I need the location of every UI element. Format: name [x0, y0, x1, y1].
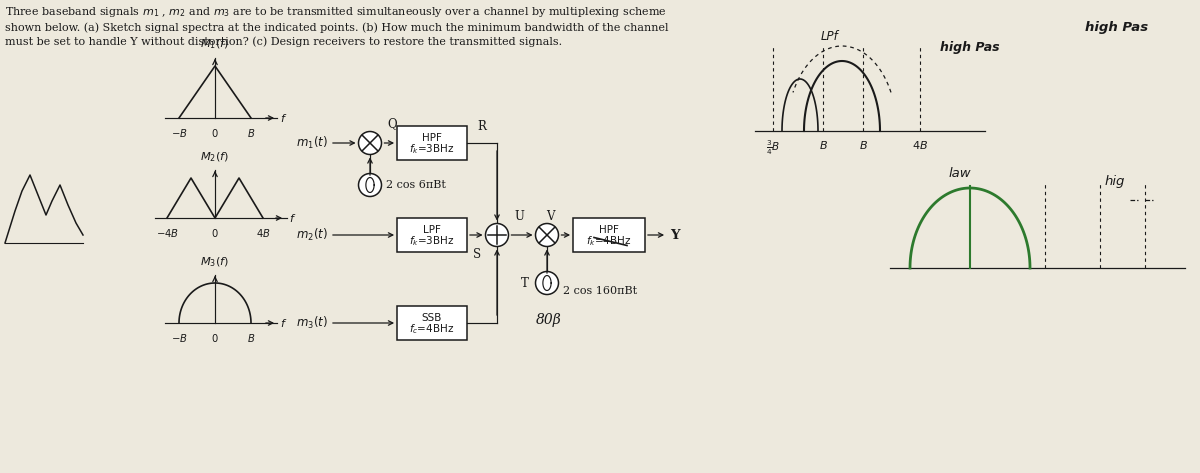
- Text: $4B$: $4B$: [912, 139, 928, 151]
- Text: $m_1(t)$: $m_1(t)$: [296, 135, 328, 151]
- Text: $0$: $0$: [211, 127, 218, 139]
- FancyBboxPatch shape: [397, 218, 467, 252]
- Text: $m_2(t)$: $m_2(t)$: [296, 227, 328, 243]
- Text: $0$: $0$: [211, 332, 218, 344]
- Text: $B$: $B$: [858, 139, 868, 151]
- Text: $-4B$: $-4B$: [156, 227, 179, 239]
- Text: $0$: $0$: [211, 227, 218, 239]
- Text: 2 cos 160πBt: 2 cos 160πBt: [563, 286, 637, 296]
- Text: 80β: 80β: [536, 313, 562, 327]
- Text: $f$: $f$: [280, 317, 287, 329]
- Text: hig: hig: [1105, 175, 1126, 188]
- Circle shape: [535, 224, 558, 246]
- Text: $\frac{3}{4}B$: $\frac{3}{4}B$: [766, 139, 780, 158]
- FancyBboxPatch shape: [574, 218, 646, 252]
- Circle shape: [359, 174, 382, 196]
- Text: $m_3(t)$: $m_3(t)$: [296, 315, 328, 331]
- Circle shape: [486, 224, 509, 246]
- Text: $M_1(f)$: $M_1(f)$: [200, 37, 229, 51]
- Text: SSB: SSB: [422, 313, 442, 323]
- Text: LPF: LPF: [424, 225, 440, 235]
- FancyBboxPatch shape: [397, 306, 467, 340]
- Text: $f$: $f$: [280, 112, 287, 124]
- Text: Y: Y: [670, 228, 679, 242]
- FancyBboxPatch shape: [397, 126, 467, 160]
- Text: V: V: [546, 210, 554, 223]
- Text: high Pas: high Pas: [940, 41, 1000, 54]
- Text: HPF: HPF: [599, 225, 619, 235]
- Text: LPf: LPf: [821, 30, 839, 43]
- Text: 2 cos 6πBt: 2 cos 6πBt: [386, 180, 446, 190]
- Text: high Pas: high Pas: [1085, 21, 1148, 34]
- Circle shape: [359, 131, 382, 155]
- Text: Three baseband signals $m_1$ , $m_2$ and $m_3$ are to be transmitted simultaneou: Three baseband signals $m_1$ , $m_2$ and…: [5, 5, 668, 47]
- Text: $f_k$=4BHz: $f_k$=4BHz: [587, 235, 631, 248]
- Text: U: U: [514, 210, 524, 223]
- Text: $-B$: $-B$: [170, 127, 187, 139]
- Text: S: S: [473, 248, 481, 261]
- Text: T: T: [521, 277, 529, 289]
- Text: $M_3(f)$: $M_3(f)$: [200, 255, 229, 269]
- Circle shape: [535, 272, 558, 295]
- Text: law: law: [949, 167, 971, 180]
- Text: $-B$: $-B$: [170, 332, 187, 344]
- Text: $M_2(f)$: $M_2(f)$: [200, 150, 229, 164]
- Text: $f_k$=3BHz: $f_k$=3BHz: [409, 235, 455, 248]
- Text: $4B$: $4B$: [256, 227, 270, 239]
- Text: $B$: $B$: [247, 332, 256, 344]
- Text: $f_k$=3BHz: $f_k$=3BHz: [409, 142, 455, 157]
- Text: R: R: [478, 120, 486, 133]
- Text: HPF: HPF: [422, 132, 442, 142]
- Text: $B$: $B$: [247, 127, 256, 139]
- Text: $B$: $B$: [818, 139, 828, 151]
- Text: $f_c$=4BHz: $f_c$=4BHz: [409, 323, 455, 336]
- Text: $f$: $f$: [289, 212, 296, 224]
- Text: Q: Q: [388, 117, 397, 130]
